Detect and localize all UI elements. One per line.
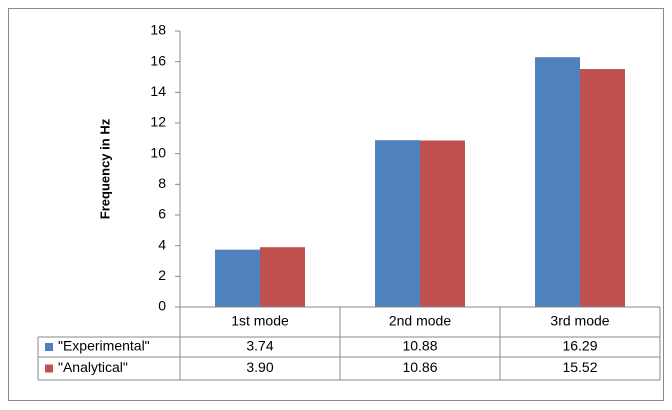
legend-swatch (45, 364, 53, 373)
legend-label: "Experimental" (58, 338, 150, 354)
bar (420, 140, 465, 307)
y-tick-label: 16 (150, 52, 166, 68)
y-tick-label: 18 (150, 22, 166, 38)
bar (535, 57, 580, 307)
y-tick-label: 2 (158, 267, 166, 283)
x-tick-label: 1st mode (231, 313, 289, 329)
y-tick-label: 4 (158, 236, 166, 252)
table-value: 3.74 (246, 338, 273, 354)
bar (260, 247, 305, 307)
x-tick-label: 3rd mode (550, 313, 609, 329)
y-tick-label: 6 (158, 206, 166, 222)
bar (580, 69, 625, 307)
x-tick-label: 2nd mode (389, 313, 451, 329)
table-value: 15.52 (562, 359, 597, 375)
legend-label: "Analytical" (58, 359, 128, 375)
bar (215, 249, 260, 307)
y-tick-label: 14 (150, 83, 166, 99)
y-tick-label: 12 (150, 114, 166, 130)
table-value: 16.29 (562, 338, 597, 354)
table-value: 10.88 (402, 338, 437, 354)
bar (375, 140, 420, 307)
y-axis-label: Frequency in Hz (97, 118, 112, 219)
table-value: 3.90 (246, 359, 273, 375)
y-tick-label: 0 (158, 298, 166, 314)
legend-swatch (45, 343, 53, 351)
y-tick-label: 8 (158, 175, 166, 191)
y-tick-label: 10 (150, 144, 166, 160)
table-value: 10.86 (402, 359, 437, 375)
